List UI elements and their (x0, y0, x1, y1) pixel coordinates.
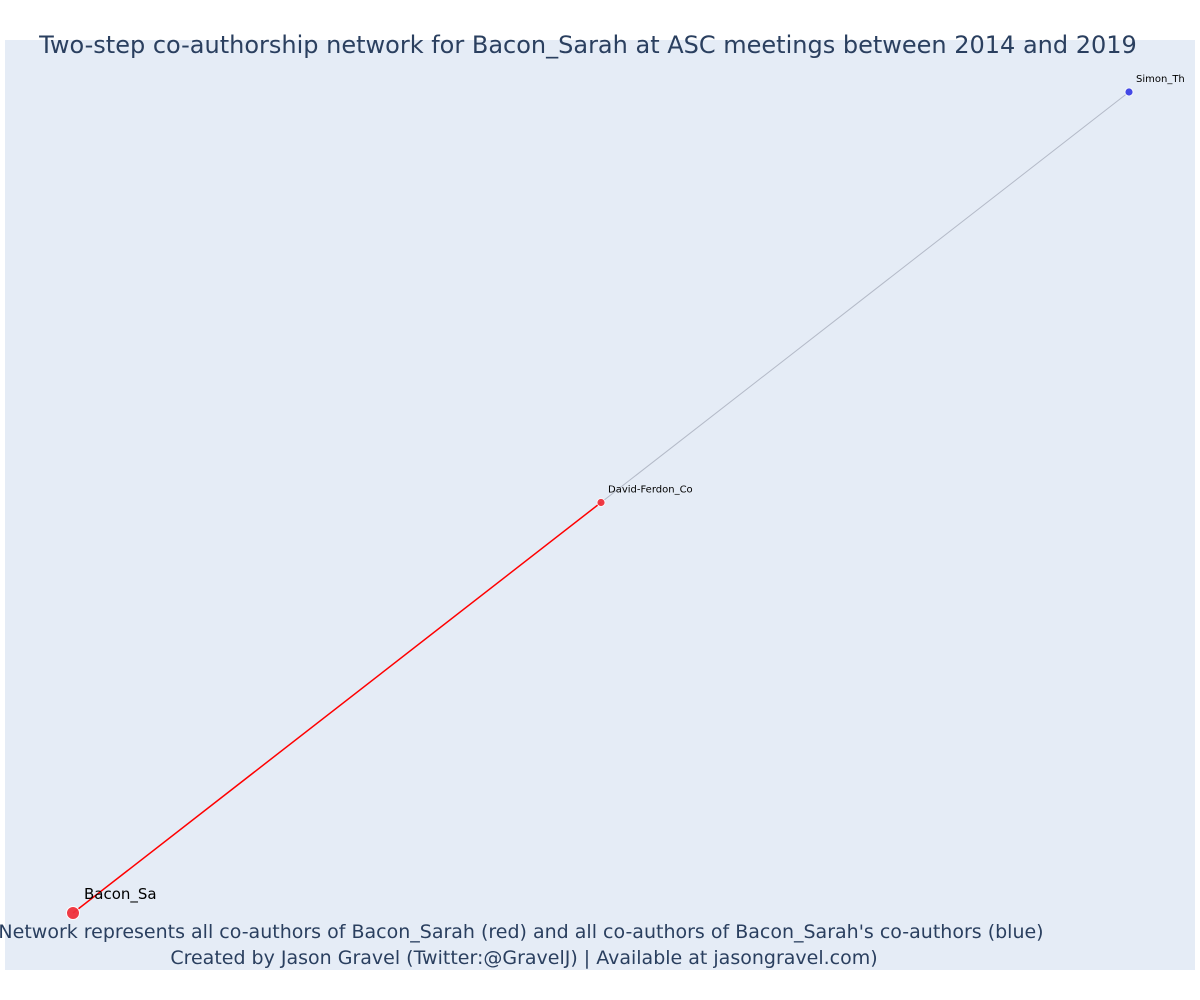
node-David-Ferdon_Co[interactable] (596, 498, 606, 507)
footer-note-line2: Created by Jason Gravel (Twitter:@Gravel… (170, 947, 877, 969)
node-label-Simon_Th: Simon_Th (1136, 74, 1185, 85)
node-label-David-Ferdon_Co: David-Ferdon_Co (608, 485, 693, 496)
footer-note-line1: Network represents all co-authors of Bac… (0, 921, 1044, 943)
node-Bacon_Sa[interactable] (66, 906, 80, 920)
chart-title: Two-step co-authorship network for Bacon… (38, 31, 1137, 59)
edges-layer (72, 91, 1130, 914)
edge-Bacon_Sa-David-Ferdon_Co (72, 501, 602, 914)
node-Simon_Th[interactable] (1124, 87, 1134, 97)
edge-David-Ferdon_Co-Simon_Th (600, 91, 1130, 503)
labels-layer: Bacon_Sa David-Ferdon_Co Simon_Th (84, 74, 1185, 904)
nodes-layer (66, 87, 1134, 920)
node-label-Bacon_Sa: Bacon_Sa (84, 885, 157, 904)
